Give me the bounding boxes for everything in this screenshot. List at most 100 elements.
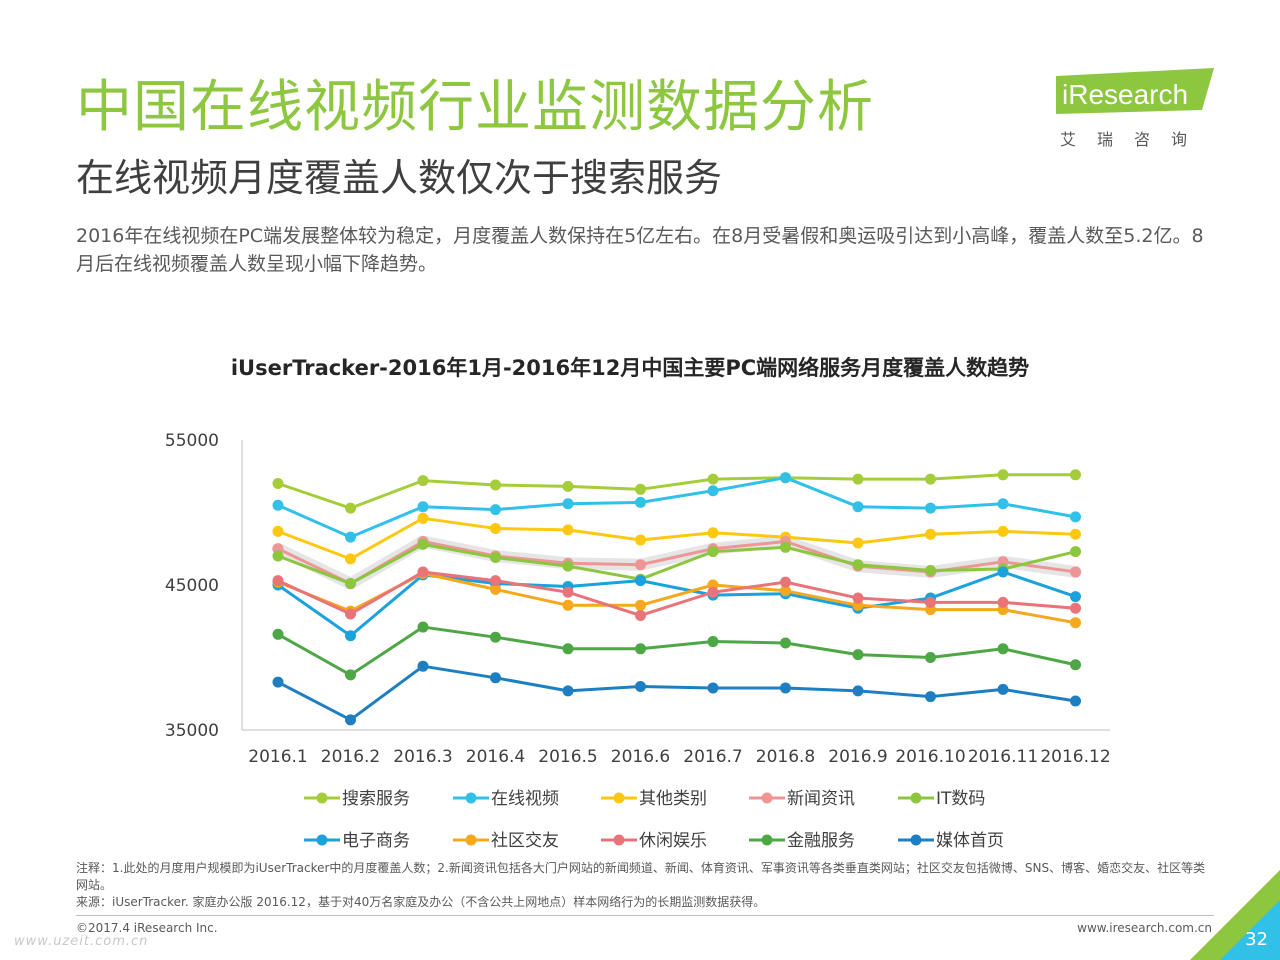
data-point	[272, 628, 284, 640]
data-point	[780, 585, 791, 597]
x-tick-label: 2016.9	[828, 747, 887, 767]
data-point	[562, 560, 574, 572]
data-point	[345, 669, 356, 681]
data-point	[417, 475, 429, 487]
source-text: 来源：iUserTracker. 家庭办公版 2016.12，基于对40万名家庭…	[76, 895, 766, 909]
data-point	[272, 478, 284, 489]
chart-title: iUserTracker-2016年1月-2016年12月中国主要PC端网络服务…	[230, 356, 1030, 380]
data-point	[707, 636, 719, 648]
legend-label: 社区交友	[491, 831, 559, 851]
data-point	[490, 504, 501, 516]
legend-label: 媒体首页	[936, 831, 1004, 851]
data-point	[997, 643, 1009, 655]
series-highlight	[272, 535, 1082, 590]
data-point	[852, 685, 864, 697]
data-point	[635, 496, 646, 508]
series-line-8	[277, 625, 1076, 677]
data-point	[272, 575, 284, 587]
data-point	[562, 524, 574, 536]
data-point	[780, 637, 791, 649]
data-point	[925, 473, 936, 485]
legend-label: 在线视频	[491, 789, 559, 809]
legend-label: 搜索服务	[342, 789, 410, 809]
data-point	[272, 676, 284, 688]
data-point	[707, 586, 719, 598]
data-point	[562, 498, 574, 510]
data-point	[852, 649, 864, 661]
data-point	[1070, 566, 1081, 578]
data-point	[707, 527, 719, 539]
x-tick-label: 2016.10	[895, 747, 965, 767]
data-point	[417, 660, 429, 672]
data-point	[925, 565, 936, 576]
y-tick-label: 35000	[165, 721, 219, 741]
legend-marker	[910, 834, 922, 846]
description-text: 2016年在线视频在PC端发展整体较为稳定，月度覆盖人数保持在5亿左右。在8月受…	[76, 225, 1204, 275]
data-point	[490, 631, 501, 643]
legend-marker	[613, 834, 625, 846]
data-point	[272, 550, 284, 562]
data-point	[490, 575, 501, 587]
data-point	[707, 682, 719, 694]
data-point	[490, 551, 501, 563]
data-point	[780, 682, 791, 694]
data-point	[925, 502, 936, 514]
legend-label: 其他类别	[639, 789, 707, 809]
data-point	[780, 472, 791, 484]
data-point	[635, 599, 646, 611]
data-point	[272, 499, 284, 511]
data-point	[635, 681, 646, 692]
data-point	[490, 583, 501, 595]
data-point	[1070, 591, 1081, 603]
notes: 注释：1.此处的月度用户规模即为iUserTracker中的月度覆盖人数；2.新…	[76, 860, 1206, 911]
data-point	[852, 592, 864, 604]
data-point	[345, 531, 356, 543]
x-tick-label: 2016.12	[1040, 747, 1110, 767]
data-point	[925, 652, 936, 663]
data-point	[345, 714, 356, 726]
copyright-text: ©2017.4 iResearch Inc.	[76, 921, 218, 935]
legend-marker	[761, 792, 773, 804]
page-subtitle: 在线视频月度覆盖人数仅次于搜索服务	[76, 156, 723, 200]
data-point	[490, 479, 501, 491]
legend-marker	[465, 834, 477, 846]
data-point	[1070, 546, 1081, 558]
data-point	[562, 480, 574, 492]
data-point	[345, 630, 356, 642]
data-point	[635, 575, 646, 587]
data-point	[417, 501, 429, 513]
data-point	[997, 683, 1009, 695]
x-tick-label: 2016.6	[611, 747, 670, 767]
x-tick-label: 2016.7	[683, 747, 742, 767]
page-title: 中国在线视频行业监测数据分析	[76, 75, 874, 140]
legend-marker	[316, 834, 328, 846]
x-tick-label: 2016.3	[393, 747, 452, 767]
data-point	[780, 541, 791, 553]
x-tick-label: 2016.2	[321, 747, 380, 767]
series-line-5	[277, 570, 1076, 638]
series-line-1	[277, 476, 1076, 539]
page-corner-decoration	[1190, 870, 1280, 960]
data-point	[925, 691, 936, 703]
page-number: 32	[1245, 929, 1268, 950]
data-point	[562, 599, 574, 611]
data-point	[1070, 695, 1081, 707]
data-point	[852, 473, 864, 485]
x-tick-label: 2016.5	[538, 747, 597, 767]
y-tick-label: 45000	[165, 576, 219, 596]
data-point	[345, 502, 356, 514]
data-point	[997, 525, 1009, 537]
data-point	[417, 566, 429, 578]
data-point	[635, 534, 646, 546]
data-point	[562, 586, 574, 598]
series-line-0	[277, 473, 1076, 510]
data-point	[997, 469, 1009, 481]
data-point	[1070, 602, 1081, 614]
data-point	[925, 596, 936, 608]
watermark-text: www.uzeit.com.cn	[14, 934, 149, 949]
series-line-2	[277, 516, 1076, 561]
legend-marker	[910, 792, 922, 804]
legend-label: 电子商务	[342, 831, 410, 851]
data-point	[707, 546, 719, 558]
x-tick-label: 2016.1	[248, 747, 307, 767]
